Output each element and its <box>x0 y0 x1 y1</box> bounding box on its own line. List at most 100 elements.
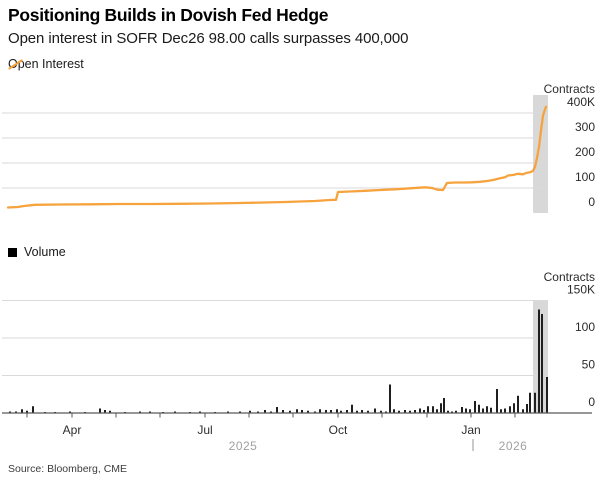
volume-bar <box>465 408 467 413</box>
volume-bar <box>538 309 540 413</box>
volume-bar <box>423 410 425 413</box>
y-tick-label: 100 <box>575 170 595 184</box>
page-title: Positioning Builds in Dovish Fed Hedge <box>8 5 329 25</box>
volume-bar <box>109 410 111 413</box>
volume-bar <box>69 411 71 413</box>
volume-bar <box>336 409 338 413</box>
volume-bar <box>319 409 321 413</box>
volume-bar <box>21 409 23 413</box>
volume-bar <box>546 377 548 413</box>
volume-bar <box>522 409 524 413</box>
volume-bar <box>340 410 342 413</box>
volume-bar <box>443 398 445 413</box>
volume-bar <box>529 392 531 413</box>
volume-bar <box>509 406 511 413</box>
volume-bar <box>482 408 484 413</box>
volume-bar <box>398 410 400 413</box>
volume-bar <box>26 410 28 413</box>
volume-bar <box>149 411 151 413</box>
volume-bar <box>461 407 463 413</box>
source-attribution: Source: Bloomberg, CME <box>8 463 128 475</box>
volume-bar <box>374 408 376 413</box>
volume-bar <box>270 411 272 413</box>
volume-bar <box>427 406 429 413</box>
line-swatch-icon <box>8 58 23 70</box>
y-tick-label: 0 <box>588 395 595 409</box>
volume-bar <box>440 403 442 413</box>
legend-volume-label: Volume <box>24 245 66 259</box>
volume-bar <box>419 408 421 413</box>
y-tick-label: 400K <box>567 95 595 109</box>
volume-bar <box>385 411 387 413</box>
y-tick-label: 0 <box>588 195 595 209</box>
volume-bar <box>239 411 241 413</box>
volume-bar <box>314 411 316 413</box>
volume-bar <box>367 410 369 413</box>
volume-bar <box>99 408 101 413</box>
volume-bar <box>301 410 303 413</box>
y-tick-label: 100 <box>575 320 595 334</box>
volume-bar <box>139 411 141 413</box>
highlight-band <box>533 95 548 213</box>
volume-bar <box>469 409 471 413</box>
volume-bar <box>361 410 363 413</box>
volume-bar <box>249 410 251 413</box>
volume-bar <box>356 410 358 413</box>
open-interest-line <box>6 105 548 209</box>
volume-bar <box>174 411 176 413</box>
highlight-band <box>533 301 548 413</box>
x-tick-label: Jul <box>197 423 212 437</box>
page-subtitle: Open interest in SOFR Dec26 98.00 calls … <box>8 30 409 47</box>
volume-bar <box>436 409 438 413</box>
volume-bar <box>517 395 519 413</box>
volume-bar <box>307 410 309 413</box>
x-tick-label: Jan <box>461 423 480 437</box>
volume-bar <box>282 410 284 413</box>
year-label: 2026 <box>499 439 528 453</box>
volume-bar <box>526 404 528 413</box>
volume-bar <box>490 407 492 413</box>
volume-bar <box>264 410 266 413</box>
volume-bar <box>227 411 229 413</box>
volume-bar <box>451 411 453 413</box>
legend-open-interest-label: Open Interest <box>8 57 84 71</box>
legend-open-interest: Open Interest <box>8 57 84 71</box>
x-tick-label: Apr <box>63 423 82 437</box>
volume-bar <box>447 410 449 413</box>
volume-bar <box>104 410 106 413</box>
volume-bar <box>32 406 34 413</box>
volume-bar <box>276 407 278 413</box>
volume-bar <box>478 404 480 413</box>
volume-bar <box>513 403 515 413</box>
volume-bar <box>500 409 502 413</box>
volume-bar <box>325 410 327 413</box>
y-tick-label: 150K <box>567 283 595 297</box>
volume-bar <box>199 411 201 413</box>
volume-bar <box>346 410 348 413</box>
volume-bar <box>404 410 406 413</box>
volume-bar <box>351 404 353 413</box>
volume-bar <box>9 411 11 413</box>
volume-bar <box>534 392 536 413</box>
volume-bar <box>455 410 457 413</box>
y-tick-label: 300 <box>575 120 595 134</box>
volume-bar <box>257 411 259 413</box>
volume-bar <box>330 410 332 413</box>
volume-bar <box>474 401 476 413</box>
volume-bar <box>541 314 543 413</box>
volume-bar <box>380 410 382 413</box>
axis-unit-label: Contracts <box>544 82 595 96</box>
axis-unit-label: Contracts <box>544 270 595 284</box>
volume-bar <box>432 406 434 413</box>
volume-bar <box>504 408 506 413</box>
x-tick-label: Oct <box>329 423 348 437</box>
legend-volume: Volume <box>8 245 66 259</box>
volume-bar <box>389 384 391 413</box>
bar-swatch-icon <box>8 247 17 257</box>
year-label: 2025 <box>229 439 258 453</box>
volume-bar <box>289 410 291 413</box>
y-tick-label: 50 <box>582 358 596 372</box>
